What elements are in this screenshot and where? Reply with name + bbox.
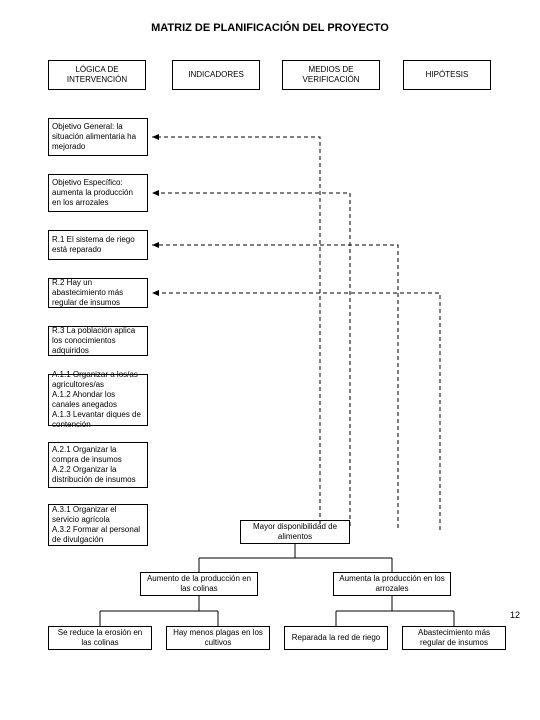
logic-box: Objetivo Específico: aumenta la producci…	[48, 174, 148, 212]
tree-bottom: Hay menos plagas en los cultivos	[166, 626, 270, 650]
logic-box: A.1.1 Organizar a los/as agricultores/as…	[48, 374, 148, 426]
logic-box: R.3 La población aplica los conocimiento…	[48, 326, 148, 356]
page-title: MATRIZ DE PLANIFICACIÓN DEL PROYECTO	[0, 22, 540, 34]
page-number: 12	[510, 610, 520, 620]
column-header: MEDIOS DE VERIFICACIÓN	[282, 60, 380, 90]
logic-box: A.2.1 Organizar la compra de insumos A.2…	[48, 442, 148, 488]
tree-bottom: Abastecimiento más regular de insumos	[402, 626, 506, 650]
column-header: INDICADORES	[172, 60, 260, 90]
column-header: LÓGICA DE INTERVENCIÓN	[48, 60, 146, 90]
tree-bottom: Reparada la red de riego	[284, 626, 388, 650]
tree-mid: Aumenta la producción en los arrozales	[333, 572, 451, 596]
logic-box: Objetivo General: la situación alimentar…	[48, 118, 148, 156]
tree-bottom: Se reduce la erosión en las colinas	[48, 626, 152, 650]
logic-box: A.3.1 Organizar el servicio agrícola A.3…	[48, 504, 148, 546]
column-header: HIPÓTESIS	[403, 60, 491, 90]
connectors	[0, 0, 540, 720]
logic-box: R.1 El sistema de riego está reparado	[48, 230, 148, 260]
tree-mid: Aumento de la producción en las colinas	[140, 572, 258, 596]
logic-box: R.2 Hay un abastecimiento más regular de…	[48, 278, 148, 308]
tree-top: Mayor disponibilidad de alimentos	[240, 520, 350, 544]
